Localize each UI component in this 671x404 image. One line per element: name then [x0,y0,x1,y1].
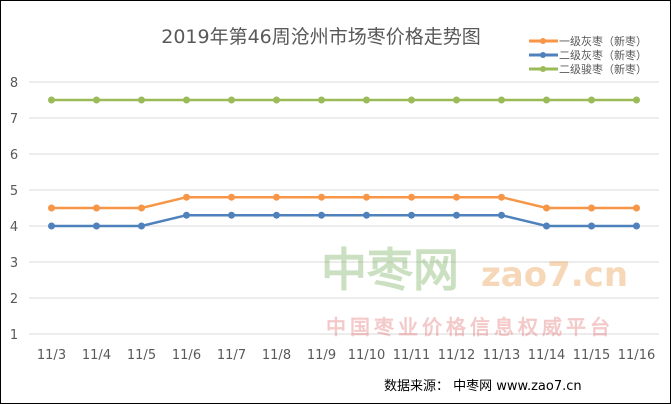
data-point [363,193,370,201]
data-point [48,96,55,104]
x-tick-label: 11/15 [573,348,610,363]
y-tick-label: 6 [10,148,18,163]
x-tick-label: 11/9 [307,348,336,363]
data-point [183,211,190,219]
legend-marker [540,52,546,58]
chart-title: 2019年第46周沧州市场枣价格走势图 [161,26,481,48]
y-tick-label: 3 [10,256,18,271]
data-point [183,193,190,201]
data-point [408,193,415,201]
data-point [453,96,460,104]
series-1 [48,193,640,212]
data-point [93,96,100,104]
x-tick-label: 11/14 [528,348,565,363]
data-point [48,204,55,212]
data-point [228,96,235,104]
series-3 [48,96,640,104]
series-line [51,195,637,210]
series-2 [48,211,640,230]
data-point [498,96,505,104]
x-tick-label: 11/8 [262,348,291,363]
data-point [498,211,505,219]
x-tick-label: 11/10 [348,348,385,363]
data-point [633,204,640,212]
data-point [273,193,280,201]
y-tick-label: 2 [10,292,18,307]
data-point [93,204,100,212]
data-point [273,96,280,104]
data-point [273,211,280,219]
data-point [453,193,460,201]
x-tick-label: 11/13 [483,348,520,363]
watermark-name: 中枣网 [321,243,459,297]
data-point [498,193,505,201]
y-tick-label: 8 [10,76,18,91]
x-tick-label: 11/3 [37,348,66,363]
data-point [408,96,415,104]
x-tick-label: 11/5 [127,348,156,363]
legend-label: 一级灰枣（新枣） [559,34,647,48]
y-tick-label: 4 [10,220,18,235]
data-source: 数据来源： 中枣网 www.zao7.cn [384,379,582,394]
data-point [363,211,370,219]
data-point [228,211,235,219]
legend-label: 二级灰枣（新枣） [559,48,647,62]
data-point [183,96,190,104]
data-point [543,204,550,212]
data-point [48,222,55,230]
data-point [93,222,100,230]
data-point [453,211,460,219]
data-point [318,211,325,219]
data-point [633,96,640,104]
data-point [363,96,370,104]
watermark: 中枣网 zao7.cn 中国枣业价格信息权威平台 [321,243,628,339]
y-tick-label: 1 [10,328,18,343]
y-tick-label: 5 [10,184,18,199]
data-point [633,222,640,230]
watermark-slogan: 中国枣业价格信息权威平台 [326,315,614,339]
y-tick-label: 7 [10,112,18,127]
legend-marker [540,66,546,72]
data-point [318,193,325,201]
data-point [138,222,145,230]
data-point [318,96,325,104]
legend-label: 二级骏枣（新枣） [559,62,647,76]
data-point [588,222,595,230]
legend-marker [540,38,546,44]
data-point [588,204,595,212]
x-tick-label: 11/16 [618,348,655,363]
x-tick-label: 11/7 [217,348,246,363]
data-point [138,96,145,104]
data-point [138,204,145,212]
series-line [51,213,637,228]
data-point [408,211,415,219]
data-point [543,222,550,230]
x-tick-label: 11/4 [82,348,111,363]
x-tick-label: 11/11 [393,348,430,363]
x-tick-label: 11/6 [172,348,201,363]
x-tick-label: 11/12 [438,348,475,363]
data-point [543,96,550,104]
data-point [228,193,235,201]
watermark-url: zao7.cn [481,255,628,295]
data-point [588,96,595,104]
